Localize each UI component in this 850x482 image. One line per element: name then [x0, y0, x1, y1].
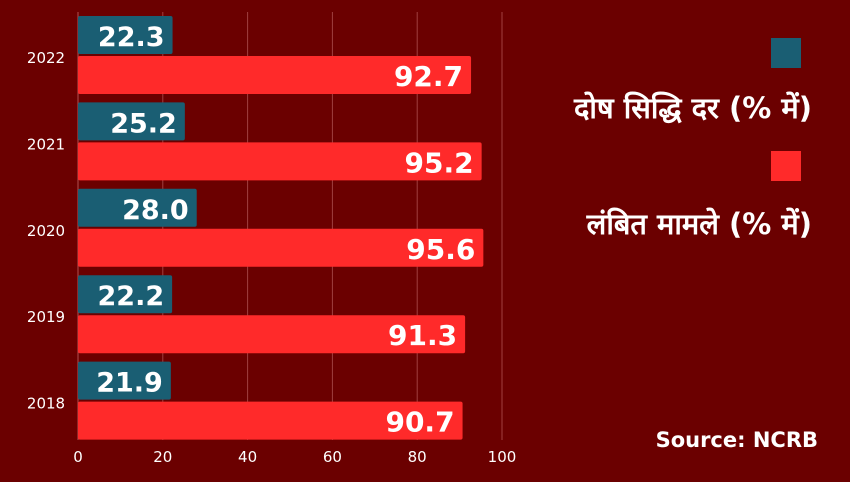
y-tick-label: 2022: [27, 49, 65, 67]
source-note: Source: NCRB: [655, 428, 818, 452]
legend-label-conviction: दोष सिद्धि दर (% में): [573, 91, 812, 125]
data-label-conviction: 22.2: [98, 281, 165, 312]
bar-conviction: [78, 188, 197, 227]
x-tick-label: 40: [238, 448, 257, 466]
legend-label-pending: लंबित मामले (% में): [586, 207, 812, 241]
y-tick-label: 2020: [27, 222, 65, 240]
y-tick-label: 2019: [27, 308, 65, 326]
bar-conviction: [78, 102, 185, 141]
data-label-conviction: 21.9: [96, 368, 163, 399]
y-tick-label: 2021: [27, 135, 65, 153]
data-label-pending: 92.7: [394, 60, 463, 93]
legend-swatch-pending: [771, 151, 801, 181]
data-label-pending: 95.2: [405, 146, 474, 179]
data-label-pending: 95.6: [406, 233, 475, 266]
data-label-conviction: 22.3: [98, 22, 165, 53]
x-tick-label: 20: [153, 448, 172, 466]
bar-conviction: [78, 361, 171, 400]
data-label-pending: 90.7: [385, 406, 454, 439]
bar-pending: [78, 228, 484, 267]
x-tick-label: 0: [73, 448, 83, 466]
data-label-conviction: 25.2: [110, 108, 177, 139]
data-label-conviction: 28.0: [122, 195, 189, 226]
x-tick-label: 80: [408, 448, 427, 466]
bar-conviction: [78, 275, 173, 314]
bar-pending: [78, 315, 466, 354]
bar-pending: [78, 142, 482, 181]
legend-swatch-conviction: [771, 38, 801, 68]
x-tick-label: 100: [488, 448, 517, 466]
bar-pending: [78, 401, 463, 440]
y-tick-label: 2018: [27, 395, 65, 413]
data-label-pending: 91.3: [388, 319, 457, 352]
bar-pending: [78, 56, 472, 94]
x-tick-label: 60: [323, 448, 342, 466]
bar-conviction: [78, 16, 173, 54]
